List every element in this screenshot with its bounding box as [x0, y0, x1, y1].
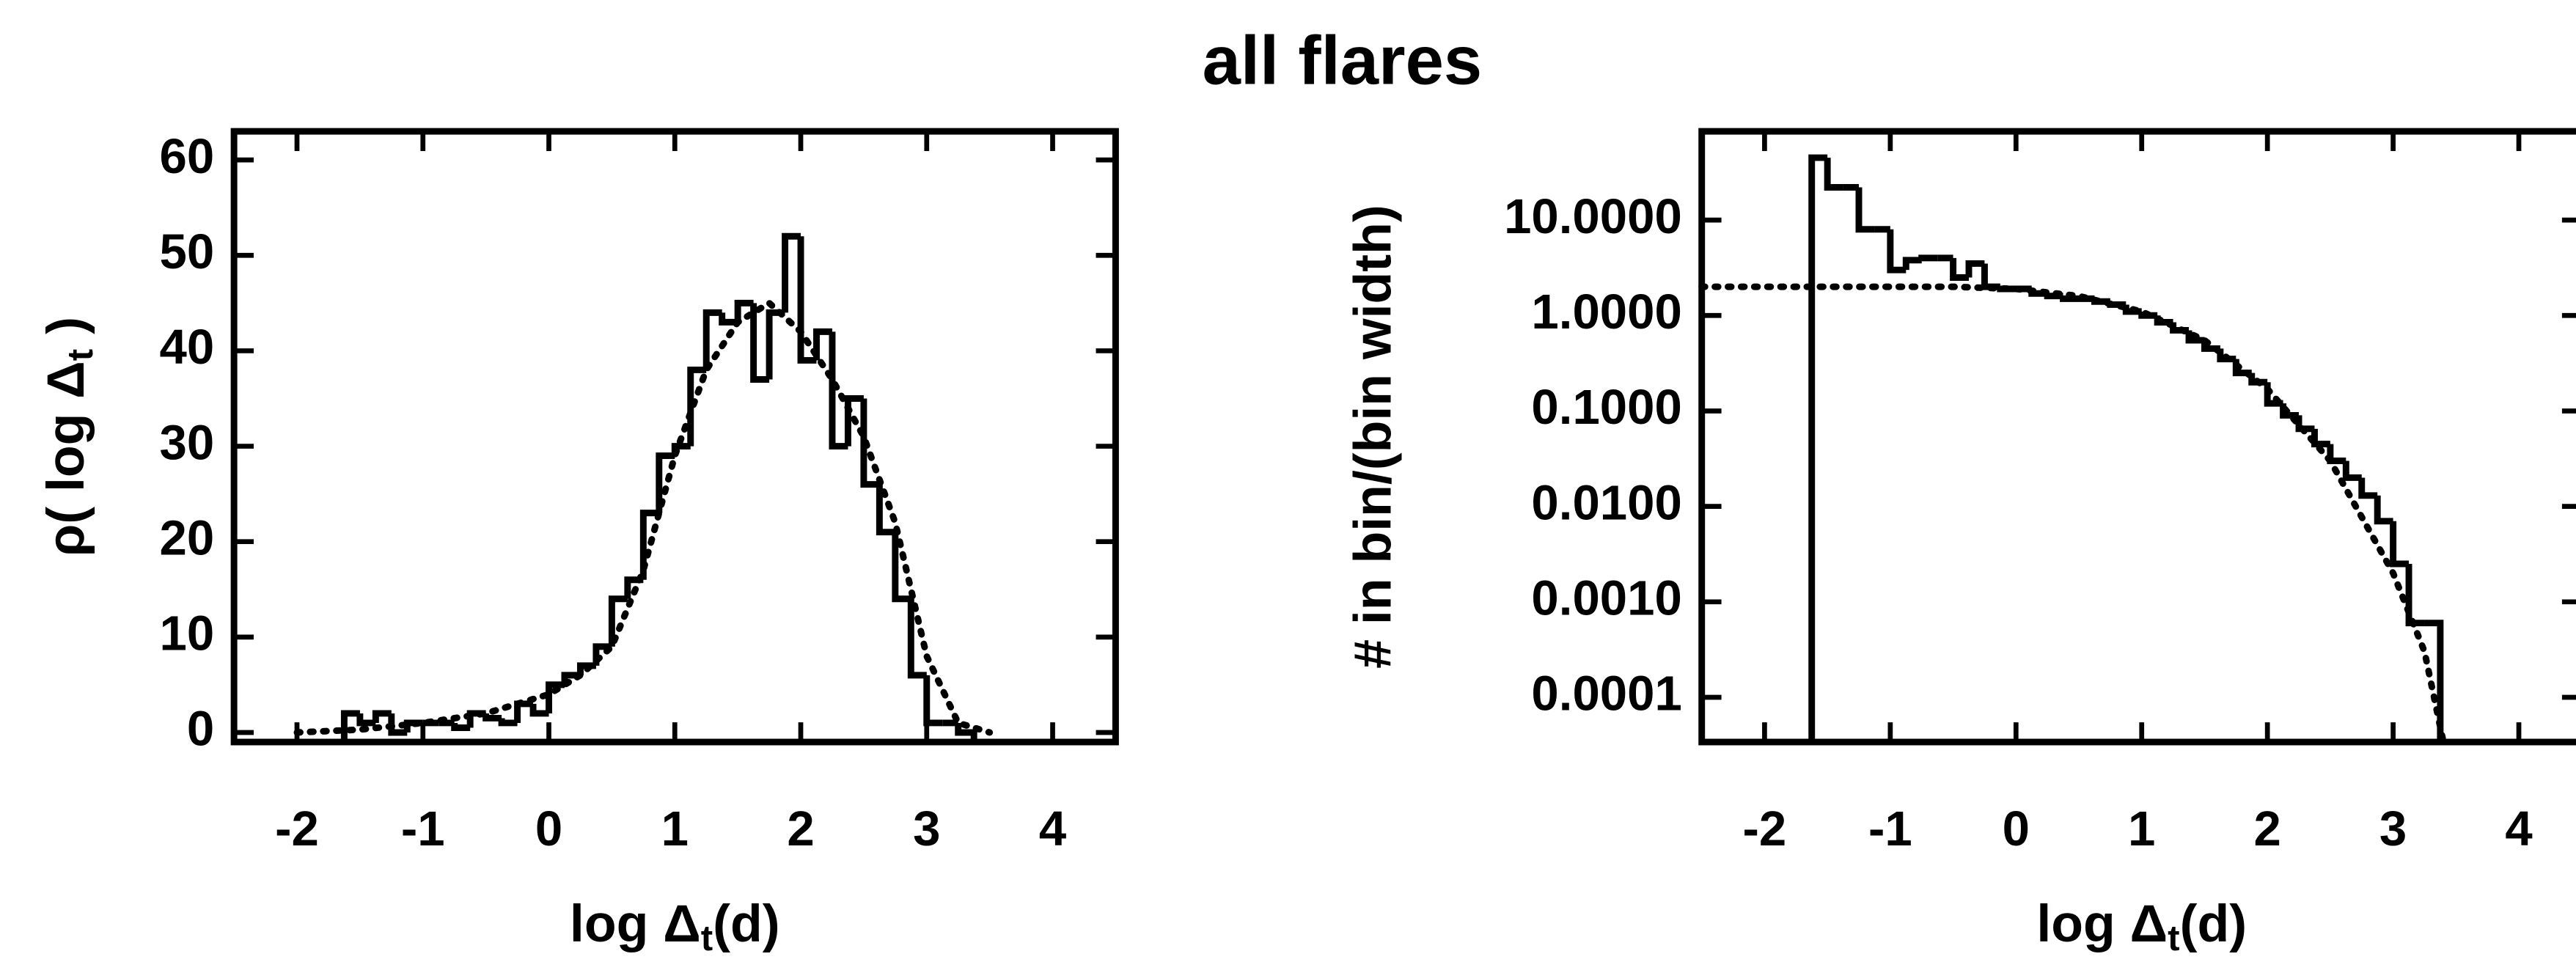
x-axis-label-part: (d): [2180, 895, 2247, 953]
histogram-step: [955, 722, 977, 742]
histogram-step: [1902, 257, 1922, 271]
y-tick-label: 0: [187, 702, 214, 757]
histogram-step: [2424, 620, 2444, 742]
histogram-step: [639, 510, 659, 580]
histogram-step: [1950, 257, 1969, 281]
histogram-step: [923, 675, 943, 727]
histogram-step: [719, 312, 738, 326]
histogram-step: [782, 232, 801, 313]
x-axis-label-part: log Δ: [2036, 895, 2168, 953]
histogram-step: [2060, 295, 2080, 302]
histogram-step: [2405, 564, 2425, 627]
histogram-step: [546, 681, 565, 713]
histogram-step: [797, 236, 817, 364]
x-tick-label: -2: [275, 801, 319, 856]
y-axis-label-part: ): [37, 317, 95, 349]
x-axis-label-part: log Δ: [570, 895, 701, 953]
y-axis-label-part: ρ( log Δ: [37, 361, 95, 557]
x-axis-label: log Δt(d): [570, 895, 780, 958]
x-tick-label: 0: [2003, 801, 2030, 856]
histogram-step: [1887, 229, 1907, 273]
x-tick-label: -1: [1868, 801, 1912, 856]
histogram-step: [451, 722, 471, 731]
x-tick-label: 1: [2128, 801, 2155, 856]
histogram-step: [1918, 254, 1938, 262]
x-tick-label: 4: [1039, 801, 1066, 856]
histogram-step: [356, 713, 376, 727]
x-tick-label: 0: [535, 801, 562, 856]
histogram-step: [1824, 158, 1843, 191]
fit-curve: [293, 298, 994, 736]
x-tick-label: 3: [2379, 801, 2407, 856]
histogram-step: [844, 395, 864, 447]
y-axis-label-part: # in bin/(bin width): [1343, 205, 1402, 669]
histogram-step: [687, 366, 707, 447]
y-tick-label: 0.0100: [1531, 475, 1681, 530]
y-tick-label: 30: [160, 415, 215, 470]
y-axis-label-part: t: [60, 349, 100, 361]
histogram-step: [1808, 154, 1828, 742]
histogram-step: [340, 710, 360, 742]
x-axis-label-part: (d): [713, 895, 779, 953]
y-tick-label: 20: [160, 510, 215, 565]
y-axis-label: # in bin/(bin width): [1343, 205, 1402, 669]
histogram-step: [2185, 330, 2205, 344]
x-tick-label: 1: [661, 801, 689, 856]
histogram-step: [2374, 495, 2393, 525]
y-tick-label: 0.0001: [1531, 667, 1681, 722]
histogram-step: [892, 532, 911, 603]
y-tick-label: 1.0000: [1531, 284, 1681, 339]
y-tick-label: 50: [160, 224, 215, 279]
histogram-step: [1997, 285, 2017, 293]
histogram-step: [656, 452, 675, 513]
x-tick-label: 4: [2505, 801, 2532, 856]
x-tick-label: 3: [913, 801, 940, 856]
histogram-step: [2342, 460, 2362, 481]
y-tick-label: 10: [160, 606, 215, 661]
histogram-step: [608, 595, 628, 647]
figure-title: all flares: [1203, 21, 1483, 98]
histogram-step: [2138, 311, 2158, 319]
y-tick-label: 40: [160, 320, 215, 375]
x-axis-label-part: t: [701, 918, 713, 958]
histogram-step: [1965, 260, 1985, 278]
histogram-step: [750, 303, 770, 383]
histogram-step: [860, 398, 880, 488]
x-tick-label: 2: [787, 801, 814, 856]
histogram-step: [388, 713, 408, 736]
x-tick-label: -2: [1743, 801, 1787, 856]
histogram-step: [1855, 187, 1875, 233]
histogram-step: [702, 309, 722, 370]
fit-curve: [1698, 283, 2447, 746]
x-tick-label: -1: [401, 801, 445, 856]
histogram-step: [2390, 521, 2410, 568]
x-tick-label: 2: [2253, 801, 2280, 856]
histogram-step: [2311, 428, 2330, 448]
x-axis-label: log Δt(d): [2036, 895, 2247, 958]
histogram-step: [876, 484, 895, 536]
y-tick-label: 0.0010: [1531, 571, 1681, 626]
histogram-step: [907, 598, 927, 679]
y-axis-label: ρ( log Δt ): [37, 317, 100, 557]
histogram-step: [2358, 477, 2378, 499]
histogram-step: [498, 718, 518, 727]
histogram-step: [734, 299, 754, 323]
histogram-step: [529, 703, 549, 717]
histogram-step: [829, 331, 848, 450]
y-tick-label: 10.0000: [1504, 189, 1682, 244]
y-tick-label: 0.1000: [1531, 380, 1681, 435]
y-tick-label: 60: [160, 129, 215, 184]
x-axis-label-part: t: [2168, 918, 2179, 958]
histogram-step: [372, 710, 392, 723]
